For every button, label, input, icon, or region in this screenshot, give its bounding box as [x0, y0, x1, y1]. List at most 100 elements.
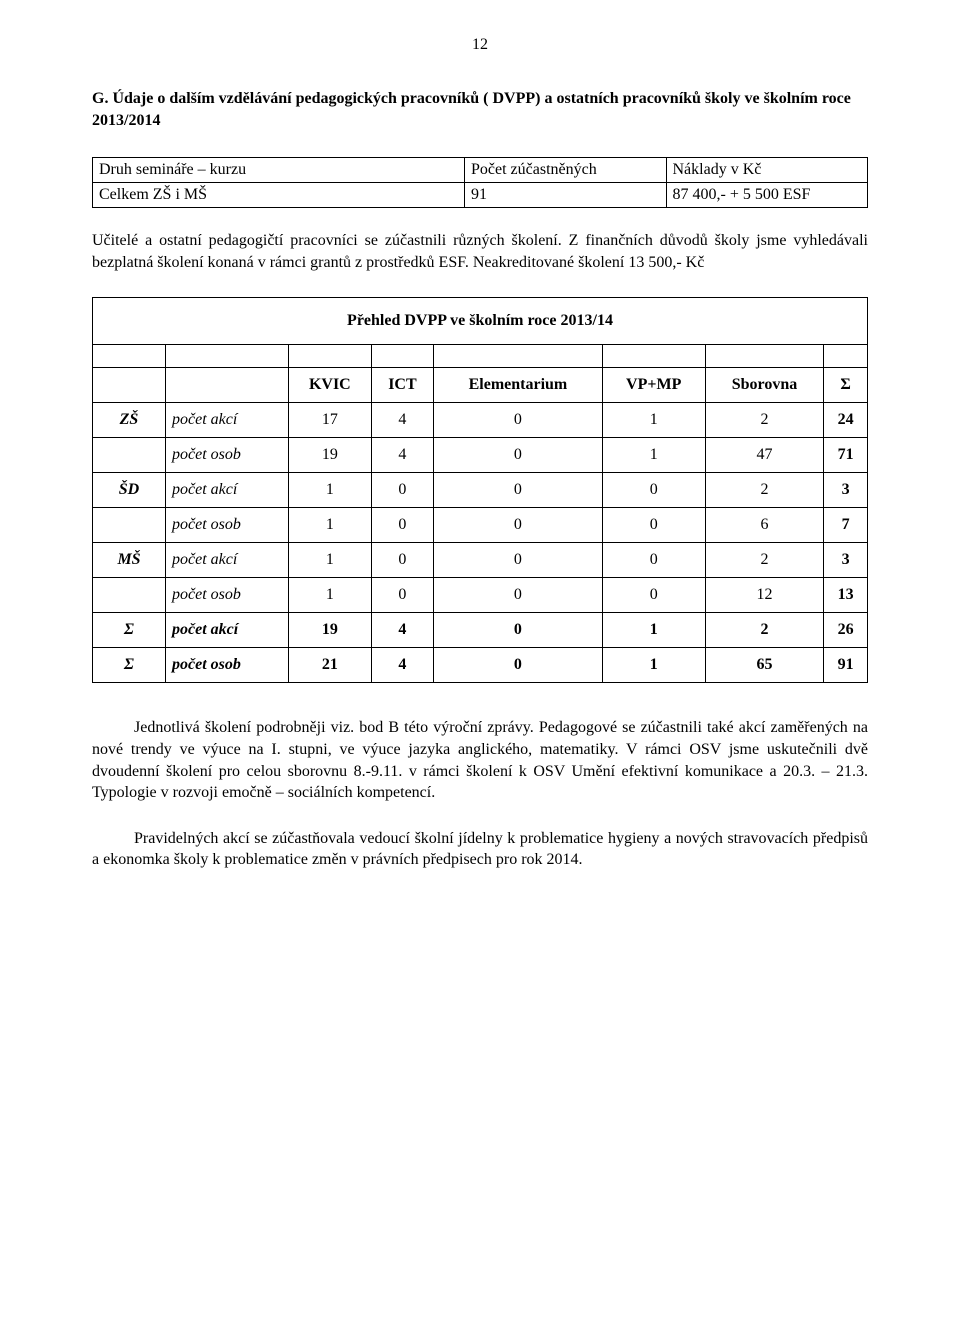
- table-cell: [705, 345, 823, 368]
- table-cell: 0: [434, 648, 602, 683]
- table-cell: 7: [824, 508, 868, 543]
- paragraph: Učitelé a ostatní pedagogičtí pracovníci…: [92, 230, 868, 273]
- table-cell: 91: [824, 648, 868, 683]
- table-cell: Druh semináře – kurzu: [93, 158, 465, 183]
- summary-table: Druh semináře – kurzu Počet zúčastněných…: [92, 157, 868, 208]
- table-cell: 24: [824, 403, 868, 438]
- table-cell: počet akcí: [166, 473, 289, 508]
- table-cell: Náklady v Kč: [666, 158, 868, 183]
- table-cell: Počet zúčastněných: [465, 158, 667, 183]
- dvpp-table: Přehled DVPP ve školním roce 2013/14 KVI…: [92, 297, 868, 683]
- table-cell: [434, 345, 602, 368]
- table-cell: Σ: [93, 613, 166, 648]
- table-row: počet osob194014771: [93, 438, 868, 473]
- table-cell: 0: [371, 543, 434, 578]
- table-row: Přehled DVPP ve školním roce 2013/14: [93, 298, 868, 345]
- table-cell: 2: [705, 613, 823, 648]
- table-row: Druh semináře – kurzu Počet zúčastněných…: [93, 158, 868, 183]
- table-cell: 1: [289, 543, 372, 578]
- table-cell: 1: [602, 403, 705, 438]
- table-cell: 0: [602, 508, 705, 543]
- table-cell: Σ: [93, 648, 166, 683]
- table-cell: 0: [434, 403, 602, 438]
- table-cell: 21: [289, 648, 372, 683]
- table-cell: 3: [824, 543, 868, 578]
- table-cell: počet akcí: [166, 543, 289, 578]
- table-cell: Σ: [824, 368, 868, 403]
- table-cell: 19: [289, 613, 372, 648]
- page: 12 G. Údaje o dalším vzdělávání pedagogi…: [0, 0, 960, 1324]
- table-cell: počet akcí: [166, 403, 289, 438]
- table-cell: 12: [705, 578, 823, 613]
- table-row: ZŠpočet akcí17401224: [93, 403, 868, 438]
- table-cell: 6: [705, 508, 823, 543]
- table-cell: 1: [602, 648, 705, 683]
- section-heading: G. Údaje o dalším vzdělávání pedagogický…: [92, 88, 868, 131]
- table-cell: [166, 345, 289, 368]
- table-cell: [602, 345, 705, 368]
- table-cell: 0: [434, 473, 602, 508]
- table-cell: ZŠ: [93, 403, 166, 438]
- table-cell: [166, 368, 289, 403]
- table-cell: 1: [289, 508, 372, 543]
- table-row: ŠDpočet akcí100023: [93, 473, 868, 508]
- table-cell: 0: [602, 578, 705, 613]
- page-number: 12: [92, 36, 868, 54]
- table-cell: ICT: [371, 368, 434, 403]
- table-row: Celkem ZŠ i MŠ 91 87 400,- + 5 500 ESF: [93, 183, 868, 208]
- table-cell: 26: [824, 613, 868, 648]
- table-cell: [93, 368, 166, 403]
- table-cell: 1: [289, 578, 372, 613]
- table-cell: 3: [824, 473, 868, 508]
- table-cell: [93, 578, 166, 613]
- table-cell: 47: [705, 438, 823, 473]
- table-row: počet osob100067: [93, 508, 868, 543]
- table-cell: 0: [371, 508, 434, 543]
- table-cell: 2: [705, 403, 823, 438]
- table-row: MŠpočet akcí100023: [93, 543, 868, 578]
- table-cell: 4: [371, 613, 434, 648]
- table-row: počet osob10001213: [93, 578, 868, 613]
- table-cell: 1: [289, 473, 372, 508]
- table-cell: počet osob: [166, 508, 289, 543]
- table-row: [93, 345, 868, 368]
- table-cell: 0: [602, 473, 705, 508]
- table-cell: 0: [434, 508, 602, 543]
- table-cell: Sborovna: [705, 368, 823, 403]
- table-cell: 0: [371, 578, 434, 613]
- paragraph: Pravidelných akcí se zúčastňovala vedouc…: [92, 828, 868, 871]
- table-cell: 4: [371, 648, 434, 683]
- table-cell: počet akcí: [166, 613, 289, 648]
- table-cell: 87 400,- + 5 500 ESF: [666, 183, 868, 208]
- table-cell: 91: [465, 183, 667, 208]
- table-cell: 4: [371, 438, 434, 473]
- table-cell: 4: [371, 403, 434, 438]
- table-cell: 1: [602, 613, 705, 648]
- table-cell: 1: [602, 438, 705, 473]
- table-cell: 0: [602, 543, 705, 578]
- table-cell: počet osob: [166, 438, 289, 473]
- table-row: KVIC ICT Elementarium VP+MP Sborovna Σ: [93, 368, 868, 403]
- table-cell: 0: [434, 578, 602, 613]
- table-cell: 13: [824, 578, 868, 613]
- table-cell: 0: [434, 613, 602, 648]
- table-cell: 0: [434, 438, 602, 473]
- table-cell: [289, 345, 372, 368]
- table-cell: MŠ: [93, 543, 166, 578]
- table-cell: [93, 508, 166, 543]
- table-cell: 2: [705, 543, 823, 578]
- table-cell: 0: [371, 473, 434, 508]
- table-cell: počet osob: [166, 578, 289, 613]
- table-cell: 17: [289, 403, 372, 438]
- table-cell: KVIC: [289, 368, 372, 403]
- table-cell: Celkem ZŠ i MŠ: [93, 183, 465, 208]
- table-row: Σpočet osob214016591: [93, 648, 868, 683]
- table-cell: [371, 345, 434, 368]
- table-cell: VP+MP: [602, 368, 705, 403]
- table-cell: [824, 345, 868, 368]
- table-cell: 19: [289, 438, 372, 473]
- paragraph: Jednotlivá školení podrobněji viz. bod B…: [92, 717, 868, 803]
- table-cell: [93, 345, 166, 368]
- table-cell: 71: [824, 438, 868, 473]
- table-cell: 0: [434, 543, 602, 578]
